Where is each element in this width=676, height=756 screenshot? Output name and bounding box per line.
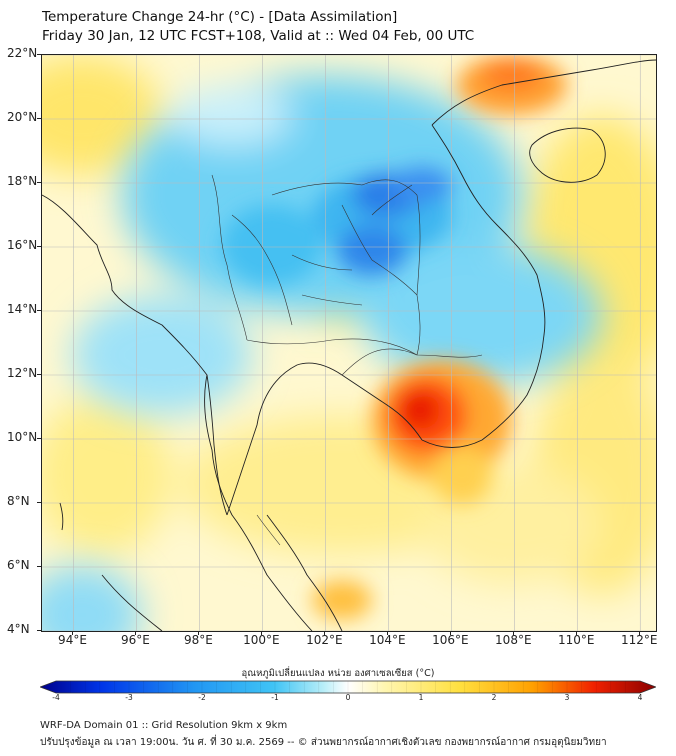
lat-tick (37, 438, 41, 439)
colorbar-caption: อุณหภูมิเปลี่ยนแปลง หน่วย องศาเซลเซียส (… (241, 668, 435, 679)
country-borders (211, 174, 483, 546)
lon-tick-label: 104°E (369, 633, 406, 647)
colorbar (40, 680, 656, 694)
lon-tick-label: 110°E (558, 633, 595, 647)
colorbar-tick-label: 1 (418, 693, 424, 702)
lon-tick (513, 631, 515, 635)
lon-tick-label: 96°E (121, 633, 150, 647)
lon-tick (324, 631, 326, 635)
lon-tick-label: 98°E (183, 633, 213, 647)
lat-tick-label: 14°N (7, 302, 38, 316)
lon-tick (576, 631, 578, 635)
footer-credit: ปรับปรุงข้อมูล ณ เวลา 19:00น. วัน ศ. ที่… (40, 737, 607, 748)
lon-tick-label: 106°E (432, 633, 469, 647)
lat-tick-label: 8°N (7, 494, 30, 508)
map-title: Temperature Change 24-hr (°C) - [Data As… (42, 9, 398, 25)
map-subtitle: Friday 30 Jan, 12 UTC FCST+108, Valid at… (42, 28, 475, 44)
lon-tick-label: 94°E (58, 633, 87, 647)
colorbar-tick-label: 4 (637, 693, 643, 702)
lon-tick (639, 631, 641, 635)
lat-tick (37, 374, 41, 375)
lon-tick-label: 112°E (621, 633, 658, 647)
lat-tick (37, 54, 41, 55)
lat-tick-label: 4°N (7, 622, 30, 636)
lat-tick-label: 18°N (7, 174, 38, 188)
colorbar-tick-label: -4 (52, 693, 60, 702)
lat-tick-label: 6°N (7, 558, 30, 572)
lat-tick-label: 16°N (7, 238, 38, 252)
footer-model-info: WRF-DA Domain 01 :: Grid Resolution 9km … (40, 720, 288, 731)
lon-tick-label: 108°E (495, 633, 532, 647)
lon-tick (198, 631, 200, 635)
lat-tick (37, 182, 41, 183)
hot-spot-layer (312, 55, 567, 620)
lon-tick (261, 631, 263, 635)
lat-tick (37, 310, 41, 311)
lon-tick (450, 631, 452, 635)
colorbar-tick-label: -3 (125, 693, 133, 702)
temperature-change-field (42, 55, 656, 631)
lat-tick-label: 10°N (7, 430, 38, 444)
lat-tick-label: 12°N (7, 366, 38, 380)
lat-tick (37, 630, 41, 631)
lat-tick (37, 566, 41, 567)
lat-tick (37, 118, 41, 119)
lon-tick (72, 631, 74, 635)
colorbar-tick-label: -2 (198, 693, 206, 702)
strong-cool-layer (222, 167, 452, 285)
colorbar-tick-label: 0 (345, 693, 351, 702)
lat-tick (37, 246, 41, 247)
colorbar-tick-label: -1 (271, 693, 279, 702)
lat-tick-label: 22°N (7, 46, 38, 60)
lon-tick-label: 100°E (243, 633, 280, 647)
colorbar-tick-label: 2 (491, 693, 497, 702)
lon-tick-label: 102°E (306, 633, 343, 647)
lat-tick (37, 502, 41, 503)
map-panel[interactable] (41, 54, 657, 632)
graticule (42, 55, 656, 631)
lat-tick-label: 20°N (7, 110, 38, 124)
coastlines (42, 59, 656, 631)
colorbar-tick-label: 3 (564, 693, 570, 702)
lon-tick (135, 631, 137, 635)
lon-tick (387, 631, 389, 635)
